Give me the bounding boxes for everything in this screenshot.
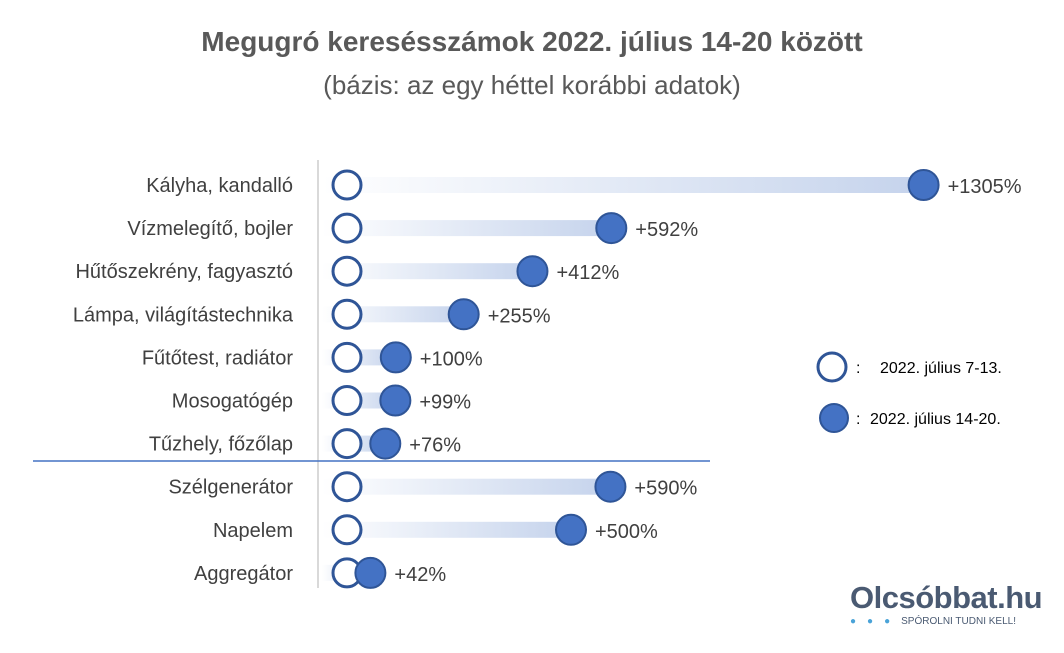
value-label: +99% xyxy=(419,392,471,414)
chart-title: Megugró keresésszámok 2022. július 14-20… xyxy=(201,26,863,57)
category-label: Napelem xyxy=(213,520,293,542)
category-label: Tűzhely, főzőlap xyxy=(149,434,293,456)
range-bar xyxy=(322,177,924,193)
logo-name: Olcsóbbat.hu xyxy=(850,580,1043,615)
range-bar xyxy=(322,521,571,538)
baseline-point xyxy=(331,212,363,244)
baseline-point xyxy=(331,255,363,287)
legend: : 2022. július 7-13. : 2022. július 14-2… xyxy=(816,351,1002,433)
current-point xyxy=(595,212,628,245)
category-label: Hűtőszekrény, fagyasztó xyxy=(75,261,293,283)
logo-tagline: SPÓROLNI TUDNI KELL! xyxy=(901,616,1016,627)
baseline-point xyxy=(331,385,363,416)
logo: Olcsóbbat.hu ● ● ● SPÓROLNI TUDNI KELL! xyxy=(850,580,1043,627)
legend-sep-1: : xyxy=(856,360,860,377)
range-bar xyxy=(322,478,611,495)
value-label: +1305% xyxy=(948,176,1022,198)
legend-label-2: 2022. július 14-20. xyxy=(870,411,1001,428)
current-point xyxy=(369,427,402,460)
legend-marker-hollow xyxy=(816,351,848,383)
value-label: +592% xyxy=(635,219,698,241)
legend-marker-filled xyxy=(819,403,849,433)
baseline-point xyxy=(331,298,363,330)
value-label: +590% xyxy=(634,478,697,500)
logo-tagline-row: ● ● ● SPÓROLNI TUDNI KELL! xyxy=(850,616,1016,627)
baseline-point xyxy=(331,169,363,201)
category-label: Aggregátor xyxy=(194,563,293,585)
range-bar xyxy=(322,220,612,237)
legend-sep-2: : xyxy=(856,411,860,428)
category-label: Mosogatógép xyxy=(172,391,293,413)
current-point xyxy=(594,470,627,503)
baseline-point xyxy=(331,514,363,546)
current-point xyxy=(907,169,940,201)
value-label: +76% xyxy=(409,435,461,457)
value-label: +42% xyxy=(394,564,446,586)
baseline-point xyxy=(331,428,363,460)
category-label: Fűtőtest, radiátor xyxy=(142,347,294,369)
legend-label-1: 2022. július 7-13. xyxy=(880,360,1002,377)
value-label: +255% xyxy=(488,305,551,327)
current-point xyxy=(354,556,387,589)
current-point xyxy=(555,513,587,546)
current-point xyxy=(447,298,480,331)
value-label: +100% xyxy=(420,348,483,370)
category-label: Vízmelegítő, bojler xyxy=(127,218,293,240)
current-point xyxy=(379,384,412,417)
baseline-point xyxy=(331,341,363,373)
current-point xyxy=(516,255,549,288)
category-label: Kályha, kandalló xyxy=(146,175,293,197)
current-point xyxy=(379,341,412,374)
value-label: +412% xyxy=(556,262,619,284)
range-bar xyxy=(322,263,533,280)
baseline-point xyxy=(331,471,363,503)
value-label: +500% xyxy=(595,521,658,543)
category-label: Szélgenerátor xyxy=(168,477,293,499)
chart-subtitle: (bázis: az egy héttel korábbi adatok) xyxy=(323,70,741,100)
category-label: Lámpa, világítástechnika xyxy=(73,304,294,326)
